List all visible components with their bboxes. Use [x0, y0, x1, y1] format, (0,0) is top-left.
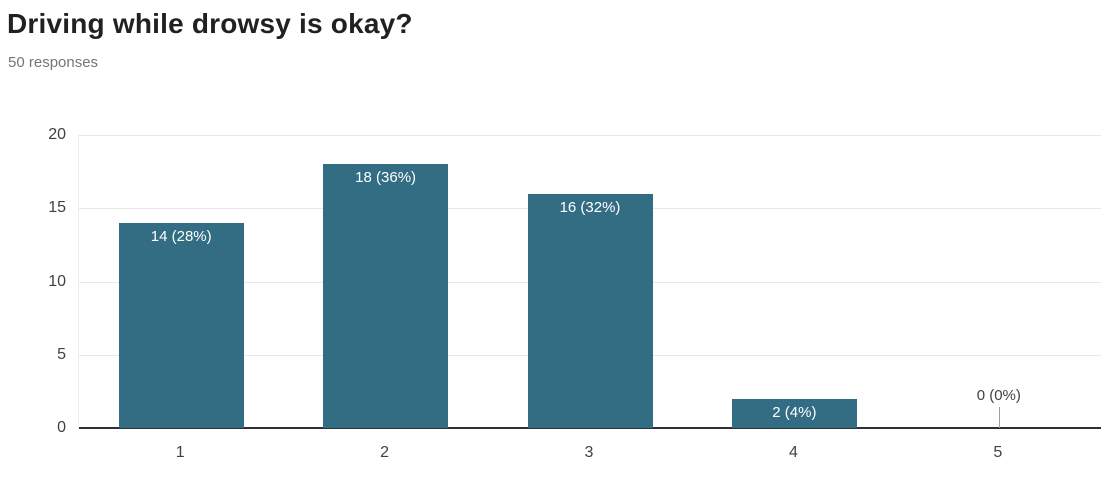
x-tick-label: 5: [993, 444, 1003, 461]
y-tick-label: 15: [48, 199, 66, 217]
x-tick-label: 3: [584, 444, 594, 461]
x-tick-label: 2: [380, 444, 390, 461]
chart-subtitle: 50 responses: [8, 54, 99, 71]
y-tick-label: 10: [48, 272, 66, 290]
bar-value-label: 2 (4%): [772, 403, 817, 421]
zero-value-stem: [998, 407, 1000, 428]
x-tick-label: 1: [175, 444, 185, 461]
y-tick-label: 5: [57, 345, 66, 363]
plot-area: 14 (28%) 18 (36%) 16 (32%) 2 (4%) 0 (0%): [78, 135, 1101, 429]
bar: 14 (28%): [118, 222, 244, 428]
bar: 16 (32%): [527, 193, 653, 428]
gridline: [79, 135, 1101, 136]
y-tick-label: 0: [57, 419, 66, 436]
zero-value-label: 0 (0%): [976, 387, 1021, 404]
bar: 2 (4%): [731, 398, 857, 428]
bar: 18 (36%): [323, 164, 449, 428]
bar-value-label: 18 (36%): [355, 169, 417, 187]
chart-title: Driving while drowsy is okay?: [7, 8, 413, 39]
y-axis: 0 5 10 15 20: [0, 126, 66, 436]
x-axis-baseline: [79, 427, 1101, 429]
bar-value-label: 16 (32%): [559, 198, 621, 216]
x-tick-label: 4: [788, 444, 798, 461]
y-tick-label: 20: [48, 126, 66, 143]
bar-value-label: 14 (28%): [150, 227, 212, 245]
